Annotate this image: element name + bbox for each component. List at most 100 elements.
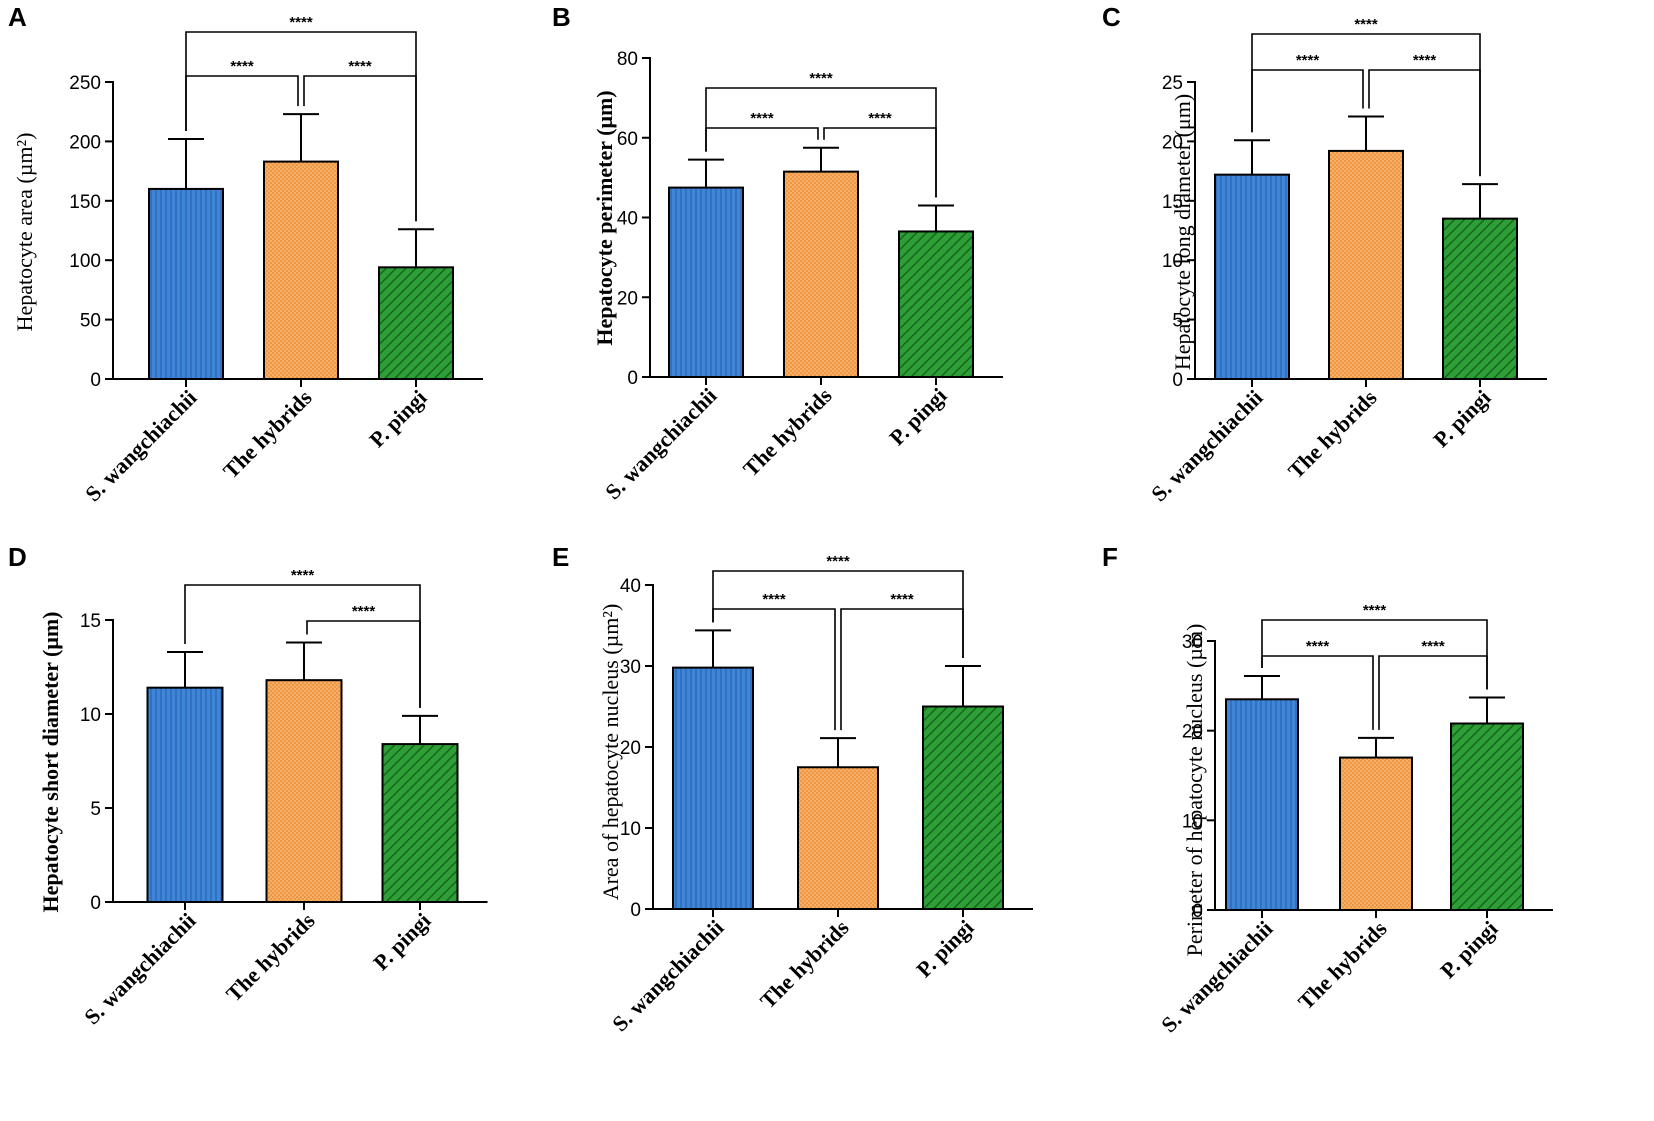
x-tick-label: P. pingi (1428, 385, 1495, 452)
bar (265, 679, 343, 903)
y-tick-label: 0 (627, 368, 638, 389)
bar (672, 666, 754, 910)
significance-bracket (1261, 619, 1488, 690)
significance-bracket (705, 127, 819, 152)
x-tick-label: The hybrids (738, 383, 837, 482)
x-tick-label: S. wangchiachii (607, 915, 728, 1036)
significance-label: **** (1354, 16, 1378, 33)
significance-label: **** (826, 553, 850, 570)
significance-bracket (185, 75, 299, 132)
x-tick-label: S. wangchiachii (600, 383, 721, 504)
significance-bracket (1378, 655, 1488, 730)
y-tick-label: 10 (80, 705, 101, 726)
significance-label: **** (1363, 602, 1387, 619)
panel-c: C Hepatocyte long diameter (μm) 0 5 10 15 20… (1102, 2, 1547, 506)
y-tick-label: 20 (1182, 722, 1203, 743)
panel-b: B Hepatocyte perimeter (μm) 0 20 40 60 80 S. … (552, 2, 1003, 504)
bar (381, 743, 459, 904)
significance-label: **** (230, 58, 254, 75)
y-tick-label: 5 (1172, 311, 1183, 332)
y-axis-label: Hepatocyte area (µm²) (12, 133, 37, 332)
y-tick-label: 40 (620, 576, 641, 597)
significance-label: **** (809, 70, 833, 87)
significance-label: **** (348, 58, 372, 75)
y-axis-label: Perimeter of hepatocyte nucleus (µm) (1182, 624, 1207, 957)
y-axis-label: Hepatocyte long diameter (μm) (1170, 94, 1195, 370)
x-tick-label: P. pingi (364, 385, 431, 452)
y-tick-label: 0 (630, 900, 641, 921)
x-tick-label: The hybrids (1283, 385, 1382, 484)
y-axis-label: Hepatocyte perimeter (μm) (592, 90, 617, 345)
significance-label: **** (352, 603, 376, 620)
y-tick-label: 40 (617, 209, 638, 230)
panel-f: F Perimeter of hepatocyte nucleus (µm) 0… (1102, 542, 1553, 1037)
y-tick-label: 10 (1182, 811, 1203, 832)
x-tick-label: S. wangchiachii (1146, 385, 1267, 506)
panel-d: D Hepatocyte short diameter (μm) 0 5 10 15 S… (8, 542, 488, 1029)
y-tick-label: 15 (80, 611, 101, 632)
bar (1328, 149, 1404, 380)
y-tick-label: 5 (90, 799, 101, 820)
significance-bracket (1251, 33, 1481, 177)
x-tick-label: The hybrids (755, 915, 854, 1014)
panel-letter-c: C (1102, 2, 1121, 32)
significance-label: **** (291, 567, 315, 584)
panel-letter-f: F (1102, 542, 1118, 572)
bar (263, 160, 339, 380)
significance-label: **** (1306, 638, 1330, 655)
x-tick-label: S. wangchiachii (79, 908, 200, 1029)
panel-a: A Hepatocyte area (µm²) 0 50 100 150 200 250 S… (8, 2, 483, 506)
y-tick-label: 0 (1192, 901, 1203, 922)
bar (146, 686, 224, 903)
significance-bracket (184, 584, 421, 708)
significance-bracket (712, 570, 964, 658)
bar (1450, 722, 1524, 912)
significance-label: **** (868, 110, 892, 127)
bar (797, 766, 879, 910)
bar (378, 266, 454, 380)
x-tick-label: The hybrids (221, 908, 320, 1007)
y-axis-label: Area of hepatocyte nucleus (µm²) (598, 604, 623, 901)
x-tick-label: S. wangchiachii (80, 385, 201, 506)
y-tick-label: 20 (620, 738, 641, 759)
y-tick-label: 30 (620, 657, 641, 678)
significance-label: **** (1296, 52, 1320, 69)
x-tick-label: P. pingi (911, 915, 978, 982)
y-tick-label: 20 (1162, 132, 1183, 153)
y-tick-label: 250 (69, 73, 101, 94)
x-tick-label: P. pingi (884, 383, 951, 450)
significance-label: **** (890, 591, 914, 608)
bar (668, 186, 744, 378)
panel-letter-a: A (8, 2, 27, 32)
significance-bracket (185, 31, 417, 222)
y-tick-label: 150 (69, 192, 101, 213)
y-tick-label: 25 (1162, 73, 1183, 94)
significance-bracket (1251, 69, 1364, 133)
y-tick-label: 10 (1162, 251, 1183, 272)
y-tick-label: 60 (617, 129, 638, 150)
y-tick-label: 0 (90, 893, 101, 914)
y-tick-label: 80 (617, 49, 638, 70)
y-tick-label: 30 (1182, 632, 1203, 653)
bar (148, 187, 224, 380)
panel-e: E Area of hepatocyte nucleus (µm²) 0 10 20… (552, 542, 1033, 1036)
bar (898, 230, 974, 378)
bar (1225, 698, 1299, 911)
bar (783, 170, 859, 378)
y-tick-label: 200 (69, 132, 101, 153)
bar (1339, 756, 1413, 911)
bar (1214, 173, 1290, 380)
bar (922, 705, 1004, 910)
y-tick-label: 100 (69, 251, 101, 272)
significance-label: **** (762, 591, 786, 608)
x-tick-label: The hybrids (1293, 916, 1392, 1015)
y-tick-label: 50 (80, 311, 101, 332)
significance-label: **** (750, 110, 774, 127)
y-tick-label: 20 (617, 288, 638, 309)
y-tick-label: 10 (620, 819, 641, 840)
panel-letter-b: B (552, 2, 571, 32)
y-axis-label: Hepatocyte short diameter (μm) (38, 611, 63, 912)
x-tick-label: The hybrids (218, 385, 317, 484)
bar (1442, 217, 1518, 380)
